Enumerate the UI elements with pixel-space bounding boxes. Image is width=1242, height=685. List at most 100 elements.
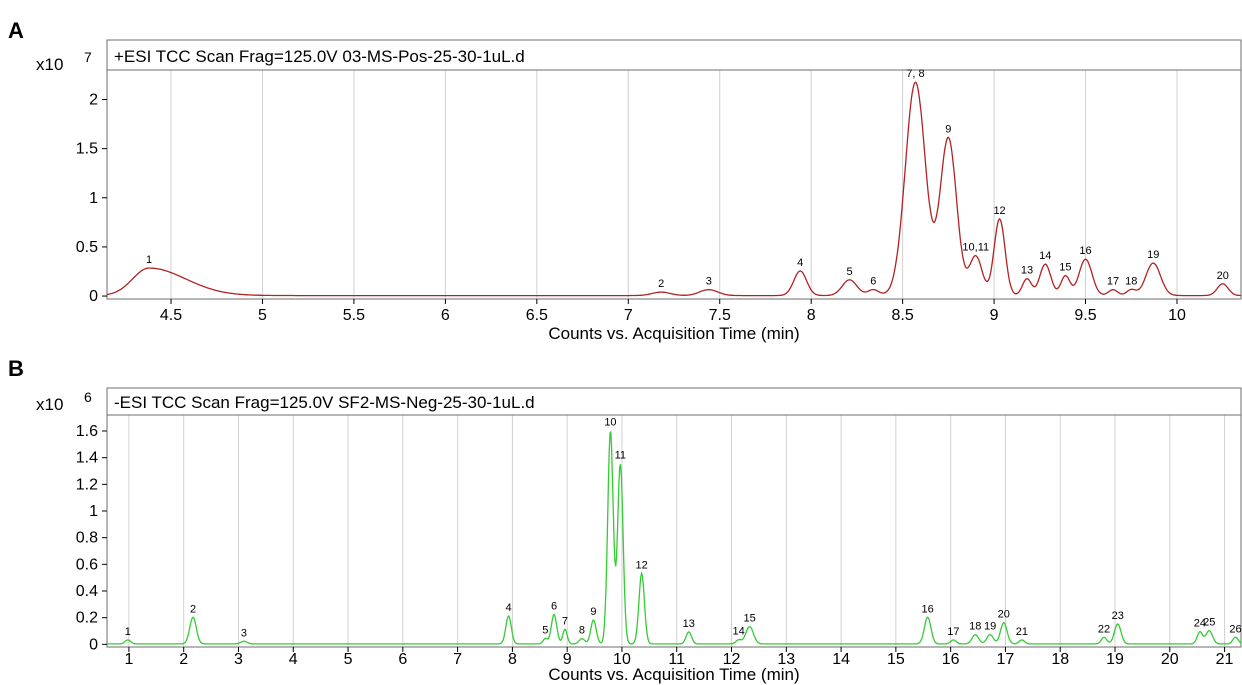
panel-b-x-tick-label: 4 xyxy=(289,651,298,668)
panel-b-peak-label: 8 xyxy=(579,625,585,637)
panel-a-peak-label: 16 xyxy=(1079,245,1091,257)
panel-a-y-tick-label: 1.5 xyxy=(76,141,98,158)
panel-b-ticks: 1 2 3 4 5 6 7 8 9 10 11 12 13 14 15 16 17 18 19 20 2100.20.4… xyxy=(76,423,1234,668)
panel-a-x-tick-label: 5 xyxy=(258,307,267,324)
panel-a-x-tick-label: 10 xyxy=(1168,307,1186,324)
panel-a-y-tick-label: 2 xyxy=(89,91,98,108)
panel-b-peak-label: 18 xyxy=(969,621,981,633)
panel-a-letter: A xyxy=(8,18,24,43)
panel-a-peak-label: 15 xyxy=(1059,262,1071,274)
panel-b-x-tick-label: 12 xyxy=(723,651,741,668)
panel-a-peak-label: 1 xyxy=(146,254,152,266)
panel-a-peak-label: 19 xyxy=(1147,249,1159,261)
panel-b-peak-label: 2 xyxy=(190,603,196,615)
panel-a-peak-label: 6 xyxy=(870,276,876,288)
panel-a-peak-label: 3 xyxy=(706,276,712,288)
panel-a-y-tick-label: 0 xyxy=(89,288,98,305)
panel-a-x-tick-label: 8.5 xyxy=(892,307,914,324)
panel-b-x-tick-label: 7 xyxy=(453,651,462,668)
panel-a-peak-label: 7, 8 xyxy=(906,68,924,80)
panel-b-y-tick-label: 1.4 xyxy=(76,450,98,467)
panel-a-x-tick-label: 6 xyxy=(441,307,450,324)
panel-b-x-tick-label: 17 xyxy=(997,651,1015,668)
panel-b-y-tick-label: 1 xyxy=(89,503,98,520)
panel-b-x-tick-label: 21 xyxy=(1216,651,1234,668)
panel-b-peak-label: 21 xyxy=(1016,626,1028,638)
panel-b-x-tick-label: 13 xyxy=(777,651,795,668)
panel-b-x-tick-label: 14 xyxy=(832,651,850,668)
panel-b-y-tick-label: 1.2 xyxy=(76,476,98,493)
panel-a-peak-label: 17 xyxy=(1107,276,1119,288)
panel-b-peak-label: 4 xyxy=(505,602,511,614)
panel-b-x-tick-label: 10 xyxy=(613,651,631,668)
panel-b-x-tick-label: 5 xyxy=(344,651,353,668)
panel-a-y-tick-label: 0.5 xyxy=(76,239,98,256)
panel-b-letter: B xyxy=(8,356,24,381)
panel-b-peak-label: 3 xyxy=(241,627,247,639)
panel-b-peak-label: 15 xyxy=(743,613,755,625)
panel-b-x-tick-label: 6 xyxy=(398,651,407,668)
panel-a-peak-label: 10,11 xyxy=(962,242,989,254)
panel-b-peak-label: 13 xyxy=(683,618,695,630)
panel-a-peak-label: 12 xyxy=(993,205,1005,217)
panel-a-x-tick-label: 7 xyxy=(624,307,633,324)
panel-b-y-tick-label: 1.6 xyxy=(76,423,98,440)
panel-b-x-tick-label: 8 xyxy=(508,651,517,668)
panel-a-x-tick-label: 5.5 xyxy=(343,307,365,324)
panel-b-peak-label: 20 xyxy=(998,609,1010,621)
panel-a-x-tick-label: 9.5 xyxy=(1074,307,1096,324)
panel-a-peak-label: 9 xyxy=(945,123,951,135)
panel-a-title: +ESI TCC Scan Frag=125.0V 03-MS-Pos-25-3… xyxy=(114,47,525,66)
panel-b-x-tick-label: 9 xyxy=(563,651,572,668)
panel-a-x-tick-label: 8 xyxy=(807,307,816,324)
panel-b-peak-label: 12 xyxy=(636,559,648,571)
panel-b-y-tick-label: 0.8 xyxy=(76,530,98,547)
panel-a-scale-exponent: 7 xyxy=(84,49,92,65)
panel-b-plot-frame xyxy=(106,387,1242,648)
panel-a-x-tick-label: 9 xyxy=(990,307,999,324)
panel-b-peak-label: 1 xyxy=(125,626,131,638)
panel-a-x-tick-label: 7.5 xyxy=(709,307,731,324)
panel-b-x-axis-label: Counts vs. Acquisition Time (min) xyxy=(548,665,799,684)
panel-a-x-tick-label: 6.5 xyxy=(526,307,548,324)
panel-b-peak-label: 22 xyxy=(1098,623,1110,635)
panel-b-trace xyxy=(107,430,1242,645)
panel-b-peak-label: 5 xyxy=(542,624,548,636)
panel-b-scale-exponent: 6 xyxy=(84,389,92,405)
panel-a-x-axis-label: Counts vs. Acquisition Time (min) xyxy=(548,324,799,343)
panel-b-peak-label: 16 xyxy=(922,603,934,615)
panel-a-peak-label: 18 xyxy=(1125,275,1137,287)
panel-b-y-tick-label: 0.2 xyxy=(76,610,98,627)
panel-b-title: -ESI TCC Scan Frag=125.0V SF2-MS-Neg-25-… xyxy=(114,393,535,412)
panel-b-peak-label: 11 xyxy=(615,450,626,462)
panel-a-peak-label: 2 xyxy=(658,278,664,290)
panel-b-peak-label: 9 xyxy=(590,606,596,618)
panel-b-y-tick-label: 0.4 xyxy=(76,583,98,600)
panel-b-x-tick-label: 20 xyxy=(1161,651,1179,668)
panel-b-peak-label: 14 xyxy=(733,626,745,638)
panel-b-peak-label: 19 xyxy=(984,621,996,633)
panel-a-peak-label: 20 xyxy=(1217,270,1229,282)
panel-a: A x10 7 +ESI TCC Scan Frag=125.0V 03-MS-… xyxy=(8,18,1242,343)
panel-b-x-tick-label: 19 xyxy=(1106,651,1124,668)
panel-b-peak-label: 17 xyxy=(947,626,959,638)
panel-b-y-tick-label: 0.6 xyxy=(76,556,98,573)
panel-b-x-tick-label: 11 xyxy=(668,651,685,668)
panel-b-x-tick-label: 2 xyxy=(179,651,188,668)
panel-b-peak-label: 24 xyxy=(1194,618,1206,630)
panel-b: B x10 6 -ESI TCC Scan Frag=125.0V SF2-MS… xyxy=(8,356,1242,684)
panel-a-scale-base: x10 xyxy=(36,55,63,74)
panel-b-peak-label: 23 xyxy=(1112,610,1124,622)
panel-a-grid xyxy=(170,70,1178,299)
panel-a-peak-label: 13 xyxy=(1021,265,1033,277)
panel-a-peak-label: 5 xyxy=(847,266,853,278)
panel-a-x-tick-label: 4.5 xyxy=(160,307,182,324)
panel-b-peak-label: 26 xyxy=(1229,623,1241,635)
panel-b-grid xyxy=(128,415,1226,647)
panel-a-peak-label: 14 xyxy=(1039,250,1051,262)
panel-b-x-tick-label: 3 xyxy=(234,651,243,668)
panel-b-peak-label: 10 xyxy=(604,416,616,428)
panel-b-scale-base: x10 xyxy=(36,395,63,414)
